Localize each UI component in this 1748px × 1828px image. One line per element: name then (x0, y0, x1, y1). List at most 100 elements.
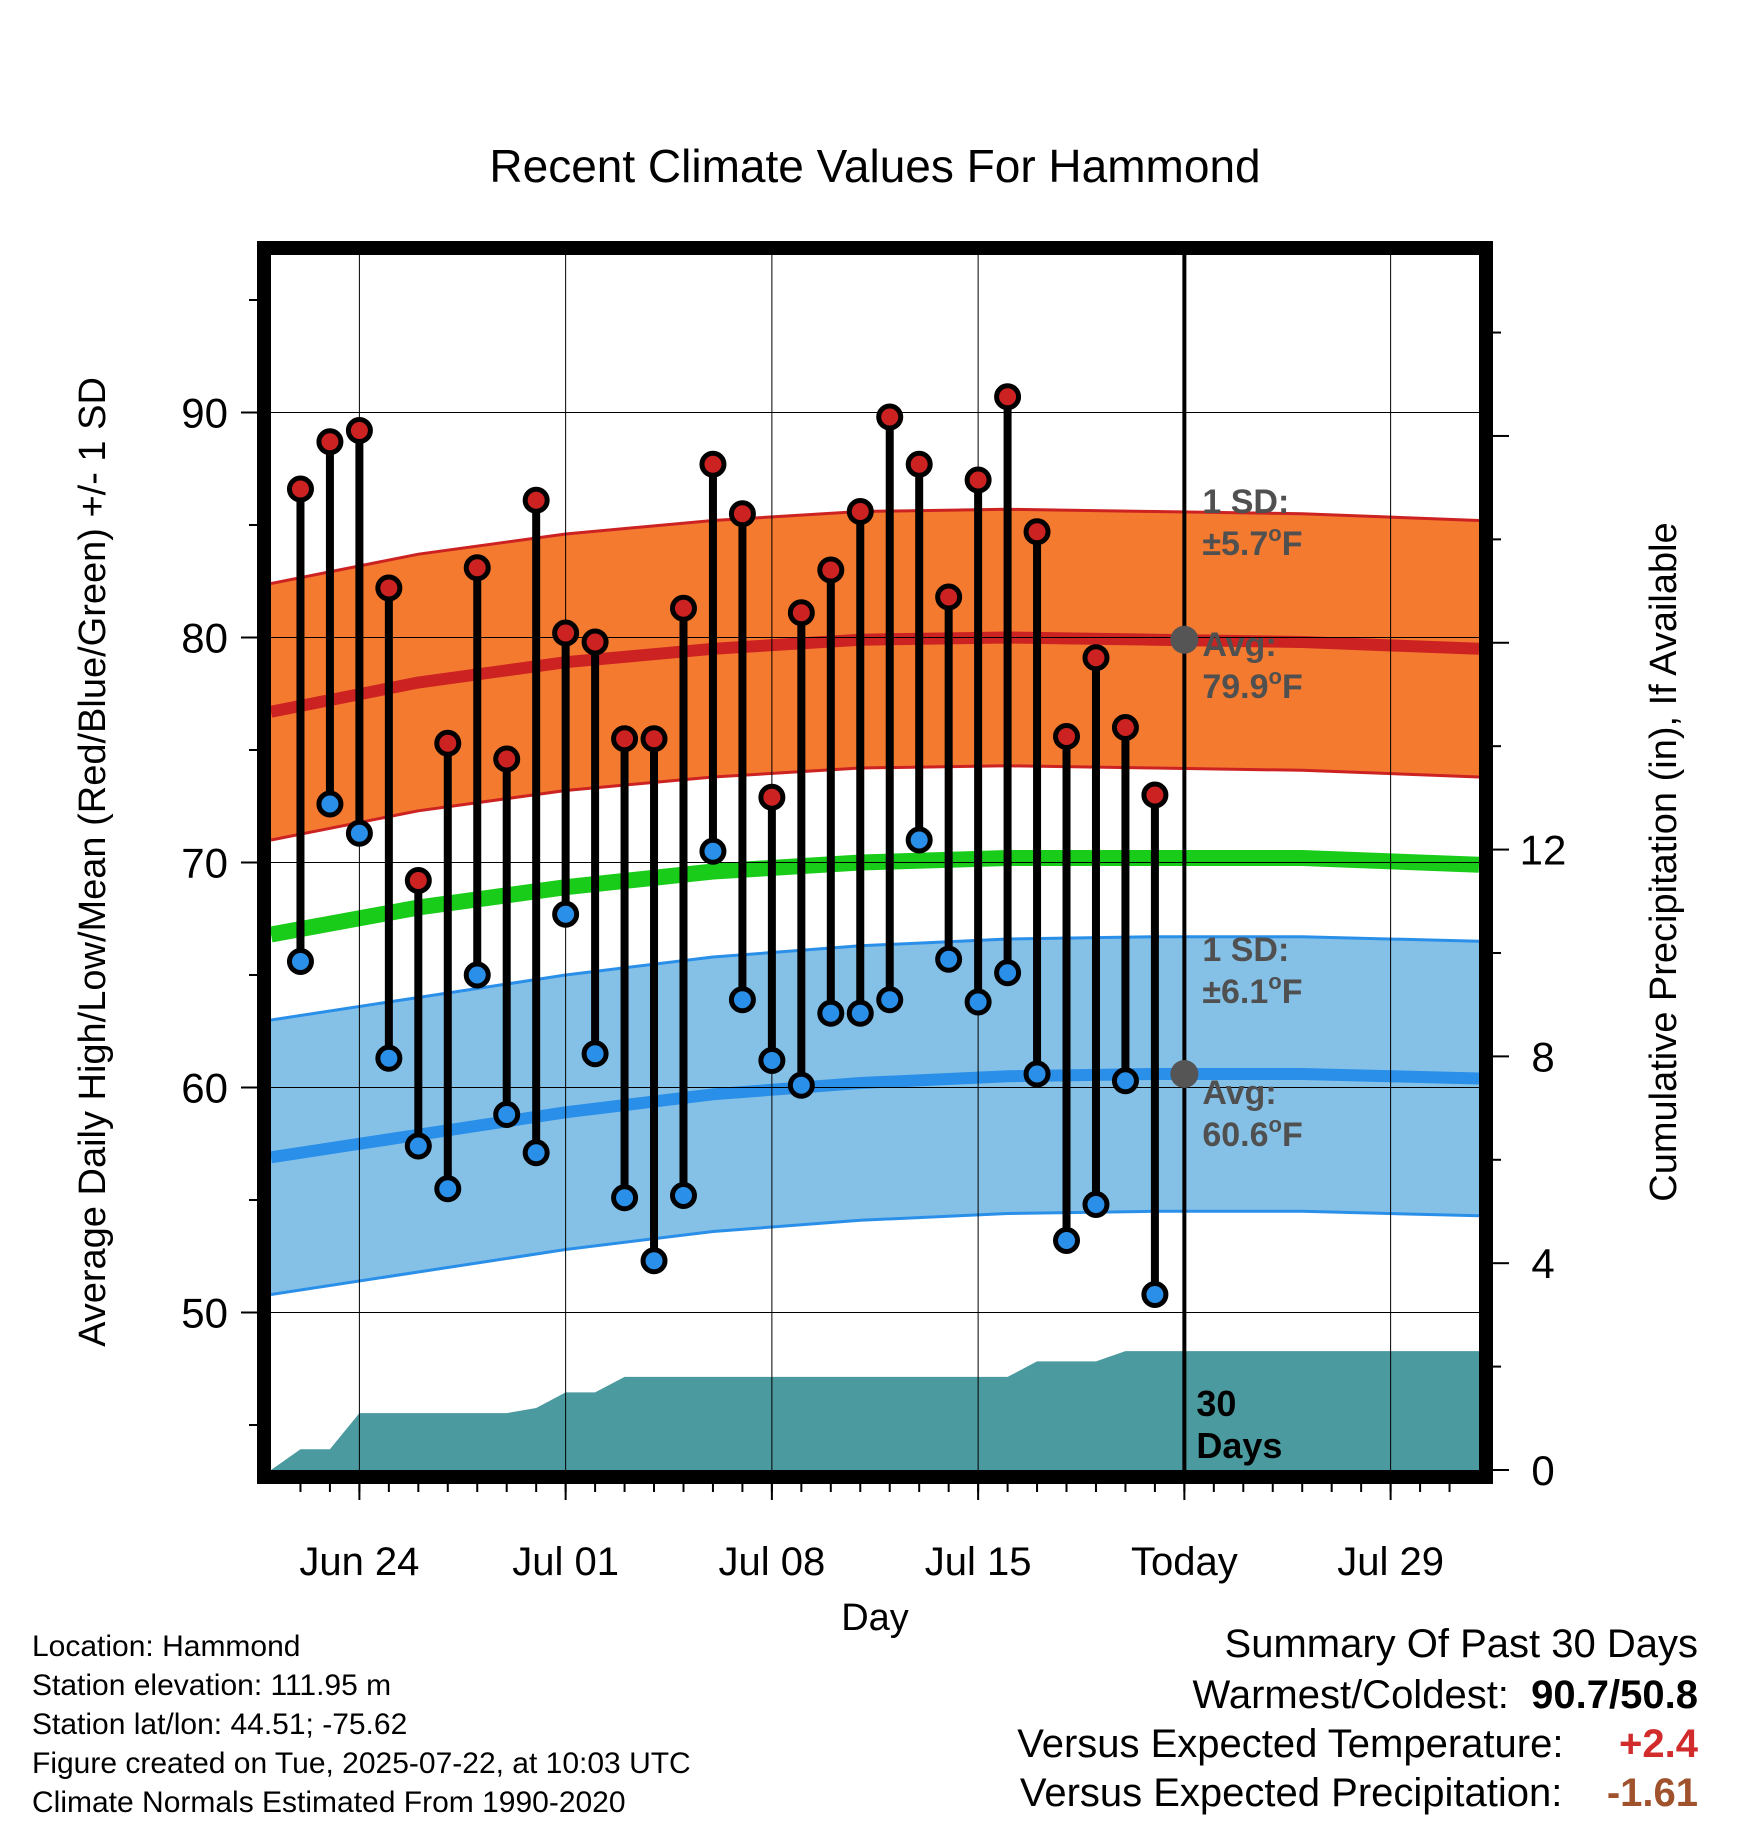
precip-value: -1.61 (1606, 1771, 1698, 1815)
daily-low-point (375, 1044, 403, 1072)
chart-title: Recent Climate Values For Hammond (489, 140, 1260, 192)
footer-latlon: Station lat/lon: 44.51; -75.62 (32, 1708, 408, 1741)
daily-high-point (375, 574, 403, 602)
y2-tick-label-4: 4 (1531, 1240, 1554, 1287)
coldest-value: 50.8 (1620, 1673, 1698, 1717)
high-sd-annotation-label: 1 SD: (1202, 483, 1289, 521)
low-avg-annotation-value: 60.6oF (1202, 1112, 1302, 1154)
summary-temp: Versus Expected Temperature: +2.4 (1017, 1722, 1698, 1767)
low-sd-band (271, 936, 1479, 1295)
daily-high-point (787, 599, 815, 627)
daily-low-point (1023, 1060, 1051, 1088)
daily-low-point (728, 986, 756, 1014)
daily-high-point (1082, 644, 1110, 672)
daily-low-point (463, 961, 491, 989)
footer-location: Location: Hammond (32, 1630, 301, 1663)
y2-tick-label-0: 0 (1531, 1447, 1554, 1494)
daily-high-point (846, 498, 874, 525)
high-avg-annotation-value: 79.9oF (1202, 664, 1302, 706)
daily-low-point (404, 1132, 432, 1160)
daily-high-point (345, 417, 373, 444)
y-tick-label-60: 60 (181, 1065, 228, 1112)
x-tick-label-0: Jun 24 (299, 1540, 419, 1584)
daily-low-point (1053, 1227, 1081, 1254)
warm-cold-slash: / (1609, 1673, 1621, 1717)
low-sd-lower-edge (271, 1209, 1479, 1296)
y-axis-label: Average Daily High/Low/Mean (Red/Blue/Gr… (72, 377, 114, 1347)
x-tick-label-2: Jul 08 (719, 1540, 826, 1584)
daily-high-point (876, 403, 904, 431)
daily-high-point (1023, 518, 1051, 546)
x-axis-label: Day (841, 1597, 909, 1639)
today-high-normal-marker (1170, 625, 1199, 654)
summary-precip: Versus Expected Precipitation: -1.61 (1020, 1771, 1698, 1816)
high-avg-annotation-label: Avg: (1202, 626, 1276, 664)
daily-high-point (640, 725, 668, 753)
y2-axis-label: Cumulative Precipitation (in), If Availa… (1643, 522, 1685, 1201)
y-tick-label-70: 70 (181, 840, 228, 887)
today-low-normal-marker (1170, 1060, 1199, 1088)
daily-high-point (728, 500, 756, 528)
x-tick-label-4: Today (1131, 1540, 1238, 1584)
daily-high-point (758, 783, 786, 811)
plot-frame (257, 241, 1493, 1484)
mean-normal-line (271, 850, 1479, 943)
daily-high-point (611, 725, 639, 753)
low-normal-line (271, 1068, 1479, 1164)
daily-high-point (699, 450, 727, 478)
low-avg-annotation-label: Avg: (1202, 1074, 1276, 1112)
temp-label: Versus Expected Temperature: (1017, 1722, 1564, 1766)
footer-created: Figure created on Tue, 2025-07-22, at 10… (32, 1747, 691, 1780)
x-tick-label-3: Jul 15 (925, 1540, 1032, 1584)
x-tick-label-5: Jul 29 (1337, 1540, 1444, 1584)
y-tick-label-50: 50 (181, 1290, 228, 1337)
daily-high-point (935, 583, 963, 611)
x-tick-label-1: Jul 01 (512, 1540, 619, 1584)
precip-label: Versus Expected Precipitation: (1019, 1771, 1563, 1815)
temp-value: +2.4 (1619, 1722, 1698, 1766)
high-sd-annotation-value: ±5.7oF (1202, 521, 1302, 563)
daily-high-point (286, 475, 314, 503)
warm-cold-label: Warmest/Coldest: (1192, 1673, 1509, 1717)
summary-warm-cold: Warmest/Coldest: 90.7/50.8 (1193, 1673, 1698, 1718)
daily-low-point (316, 790, 344, 818)
daily-high-point (1111, 714, 1139, 741)
daily-high-point (1053, 723, 1081, 750)
daily-low-point (522, 1139, 550, 1167)
daily-low-point (994, 959, 1022, 987)
daily-low-point (935, 945, 963, 973)
daily-high-point (404, 867, 432, 894)
daily-low-point (1141, 1281, 1169, 1308)
daily-high-point (581, 628, 609, 656)
daily-low-point (699, 837, 727, 865)
daily-high-point (463, 554, 491, 582)
precip-area (271, 1351, 1479, 1470)
daily-low-point (640, 1247, 668, 1275)
daily-low-point (1082, 1191, 1110, 1218)
daily-low-point (905, 826, 933, 854)
footer-elevation: Station elevation: 111.95 m (32, 1669, 392, 1702)
daily-low-point (493, 1101, 521, 1128)
y-tick-label-80: 80 (181, 615, 228, 662)
daily-low-point (964, 988, 992, 1016)
daily-high-point (434, 729, 462, 757)
daily-high-point (552, 619, 580, 647)
y2-tick-label-8: 8 (1531, 1033, 1554, 1080)
daily-low-point (817, 999, 845, 1027)
daily-high-point (316, 428, 344, 456)
warmest-value: 90.7 (1531, 1673, 1610, 1717)
daily-high-point (905, 450, 933, 478)
y-tick-label-90: 90 (181, 390, 228, 437)
precip-days-line1: 30 (1196, 1383, 1236, 1424)
daily-high-point (994, 383, 1022, 411)
daily-high-point (817, 556, 845, 584)
daily-high-point (493, 745, 521, 773)
daily-high-point (669, 594, 697, 622)
daily-low-point (669, 1182, 697, 1209)
daily-high-point (964, 466, 992, 494)
daily-low-point (552, 900, 580, 928)
daily-low-point (758, 1047, 786, 1074)
precip-days-line2: Days (1196, 1425, 1282, 1466)
daily-high-point (1141, 781, 1169, 809)
